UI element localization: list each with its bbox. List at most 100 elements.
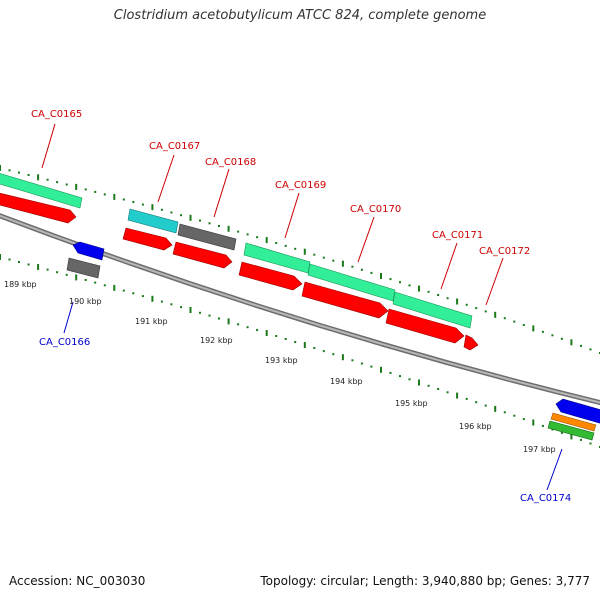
minor-tick [484, 310, 487, 313]
minor-tick [475, 307, 478, 310]
minor-tick [8, 258, 11, 261]
minor-tick [503, 317, 506, 320]
cds-arrow-ca-c0171[interactable] [385, 308, 465, 344]
minor-tick [389, 371, 392, 374]
minor-tick [360, 268, 363, 271]
minor-tick [560, 431, 563, 434]
minor-tick [465, 397, 468, 400]
gene-feature-ca-c0170[interactable] [307, 263, 396, 302]
major-tick [265, 330, 268, 336]
minor-tick [275, 242, 278, 244]
cds-arrow-ca-c0169[interactable] [238, 261, 303, 291]
minor-tick [94, 281, 97, 284]
gene-label[interactable]: CA_C0166 [39, 337, 90, 348]
minor-tick [170, 211, 173, 214]
minor-tick [313, 253, 316, 256]
gene-feature-ca-c0165[interactable] [0, 172, 83, 209]
minor-tick [332, 353, 335, 356]
minor-tick [208, 314, 211, 317]
major-tick [189, 307, 192, 313]
major-tick [265, 237, 268, 244]
genome-summary-text: Topology: circular; Length: 3,940,880 bp… [260, 574, 590, 588]
minor-tick [132, 201, 135, 203]
gene-label[interactable]: CA_C0171 [432, 230, 483, 241]
gene-label[interactable]: CA_C0165 [31, 109, 82, 120]
major-tick [341, 354, 344, 361]
gene-feature-ca-c0174-orange[interactable] [550, 412, 597, 432]
minor-tick [103, 284, 106, 287]
minor-tick [237, 323, 240, 326]
scale-tick-label: 189 kbp [4, 280, 37, 289]
map-title: Clostridium acetobutylicum ATCC 824, com… [113, 8, 487, 23]
minor-tick [322, 350, 325, 353]
gene-feature-ca-c0169[interactable] [243, 242, 311, 274]
minor-tick [160, 208, 163, 211]
major-tick [0, 165, 1, 171]
major-tick [227, 225, 230, 232]
major-tick [418, 285, 420, 292]
minor-tick [122, 289, 125, 292]
minor-tick [313, 347, 316, 349]
gene-label[interactable]: CA_C0168 [205, 157, 256, 168]
minor-tick [256, 329, 259, 332]
minor-tick [141, 203, 144, 206]
major-tick [113, 193, 116, 200]
major-tick [570, 433, 573, 440]
inner-tick-track [0, 254, 600, 448]
cds-arrow-ca-c0172[interactable] [463, 334, 479, 351]
accession-text: Accession: NC_003030 [9, 574, 146, 588]
gene-feature-ca-c0167[interactable] [127, 208, 179, 234]
cds-arrow-ca-c0170[interactable] [301, 281, 389, 319]
minor-tick [27, 263, 30, 266]
minor-tick [351, 359, 354, 362]
scale-tick-label: 195 kbp [395, 399, 428, 408]
minor-tick [522, 418, 525, 421]
gene-arrow-ca-c0174[interactable] [555, 398, 600, 424]
minor-tick [332, 259, 335, 262]
minor-tick [437, 388, 440, 390]
cds-arrow-ca-c0165[interactable] [0, 192, 77, 224]
gene-label[interactable]: CA_C0169 [275, 180, 326, 191]
minor-tick [513, 414, 516, 417]
minor-tick [94, 190, 97, 193]
minor-tick [351, 265, 354, 268]
minor-tick [522, 324, 525, 326]
minor-tick [427, 290, 430, 293]
genome-backbone [0, 213, 600, 406]
scale-tick-label: 197 kbp [523, 445, 556, 454]
minor-tick [465, 303, 468, 306]
minor-tick [246, 233, 249, 236]
minor-tick [580, 438, 582, 441]
gene-feature-ca-c0171[interactable] [392, 291, 473, 329]
label-leader-lines [41, 123, 563, 491]
gene-feature-ca-c0174-green[interactable] [547, 420, 595, 441]
minor-tick [284, 338, 287, 340]
major-tick [456, 298, 459, 305]
minor-tick [513, 320, 516, 323]
minor-tick [322, 256, 325, 259]
gene-feature-ca-c0166[interactable] [66, 257, 101, 279]
gene-label[interactable]: CA_C0172 [479, 246, 530, 257]
gene-label[interactable]: CA_C0170 [350, 204, 401, 215]
minor-tick [199, 311, 201, 314]
cds-arrow-ca-c0167[interactable] [122, 227, 173, 251]
minor-tick [446, 297, 449, 300]
major-tick [494, 405, 497, 412]
major-tick [75, 274, 78, 281]
gene-arrow-ca-c0166[interactable] [72, 241, 105, 261]
major-tick [532, 325, 535, 332]
minor-tick [84, 279, 87, 281]
minor-tick [284, 244, 287, 247]
gene-feature-ca-c0168[interactable] [177, 223, 237, 251]
gene-label[interactable]: CA_C0174 [520, 493, 571, 504]
gene-label[interactable]: CA_C0167 [149, 141, 200, 152]
major-tick [151, 204, 154, 211]
minor-tick [103, 193, 106, 196]
cds-arrow-ca-c0168[interactable] [172, 241, 233, 269]
scale-tick-label: 193 kbp [265, 356, 298, 365]
minor-tick [541, 425, 544, 427]
minor-tick [208, 222, 211, 225]
minor-tick [389, 278, 392, 281]
minor-tick [180, 214, 182, 217]
minor-tick [560, 337, 563, 340]
